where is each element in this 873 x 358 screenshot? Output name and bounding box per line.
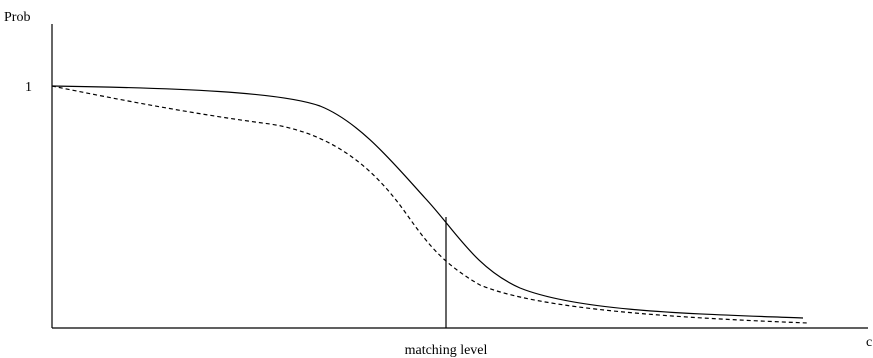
- solid-probability-curve: [51, 85, 804, 319]
- y-axis-label: Prob: [4, 10, 30, 25]
- y-tick-label-1: 1: [25, 80, 32, 95]
- dashed-probability-curve: [51, 85, 809, 324]
- matching-level-label: matching level: [405, 343, 488, 358]
- x-axis-end-label: c: [866, 335, 872, 350]
